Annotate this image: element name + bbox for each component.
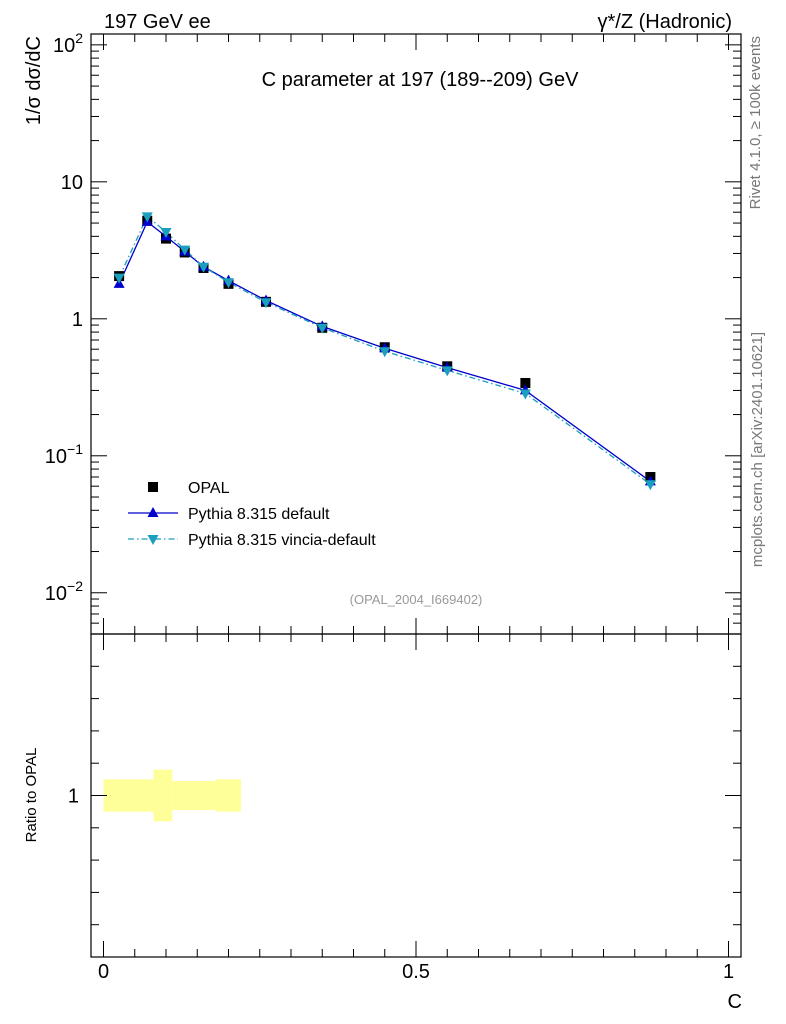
series-line (118, 215, 651, 485)
data-point (160, 228, 172, 239)
legend-label: OPAL (188, 480, 230, 497)
y-tick-label: 1 (72, 309, 83, 331)
header-right: γ*/Z (Hadronic) (598, 11, 732, 33)
header-left: 197 GeV ee (104, 11, 211, 33)
y-tick-label: 10−1 (45, 441, 83, 468)
data-point (113, 273, 125, 284)
x-ticks: 0 0.5 1 (98, 34, 734, 983)
side-label-bottom: mcplots.cern.ch [arXiv:2401.10621] (749, 332, 766, 567)
y-tick-label: 102 (53, 30, 83, 57)
ratio-band-segment (172, 780, 216, 811)
y-axis-label: 1/σ dσ/dC (23, 36, 45, 125)
legend-marker (147, 507, 159, 517)
data-point (520, 377, 531, 388)
data-point (379, 347, 391, 358)
legend-label: Pythia 8.315 default (188, 506, 330, 523)
ratio-band-segment (103, 779, 154, 812)
main-plot-panel: 10−2 10−1 1 10 102 C parameter at 197 (189--… (23, 30, 742, 635)
y-tick-label: 10 (61, 172, 83, 194)
ratio-y-ticks: 1 (68, 633, 741, 958)
legend-marker (147, 535, 159, 545)
side-label-top: Rivet 4.1.0, ≥ 100k events (747, 36, 764, 209)
legend: OPAL Pythia 8.315 default Pythia 8.315 vin… (128, 480, 376, 549)
chart-title: C parameter at 197 (189--209) GeV (262, 69, 579, 91)
data-point (198, 262, 209, 273)
main-y-ticks: 10−2 10−1 1 10 102 (45, 30, 741, 635)
data-point (519, 389, 531, 400)
x-tick-label: 0 (98, 961, 109, 983)
chart-subtitle: (OPAL_2004_I669402) (350, 592, 483, 607)
ratio-y-tick-label: 1 (68, 786, 79, 808)
ratio-y-axis-label: Ratio to OPAL (23, 748, 40, 843)
legend-marker (148, 482, 158, 492)
x-tick-label: 0.5 (402, 961, 430, 983)
data-point (223, 278, 234, 289)
ratio-band-segment (153, 769, 173, 822)
legend-label: Pythia 8.315 vincia-default (188, 532, 376, 549)
data-point (260, 298, 272, 309)
x-tick-label: 1 (723, 961, 734, 983)
ratio-band-segment (216, 779, 241, 812)
main-series (113, 212, 656, 491)
ratio-plot-panel: 1 0 0.5 1 Ratio to OPAL C (23, 34, 742, 1013)
ratio-band (103, 769, 241, 822)
data-point (179, 245, 191, 256)
y-tick-label: 10−2 (45, 578, 83, 605)
data-point (316, 323, 328, 334)
data-point (141, 212, 153, 223)
data-point (644, 480, 656, 491)
x-axis-label: C (728, 991, 742, 1013)
data-point (441, 366, 453, 377)
